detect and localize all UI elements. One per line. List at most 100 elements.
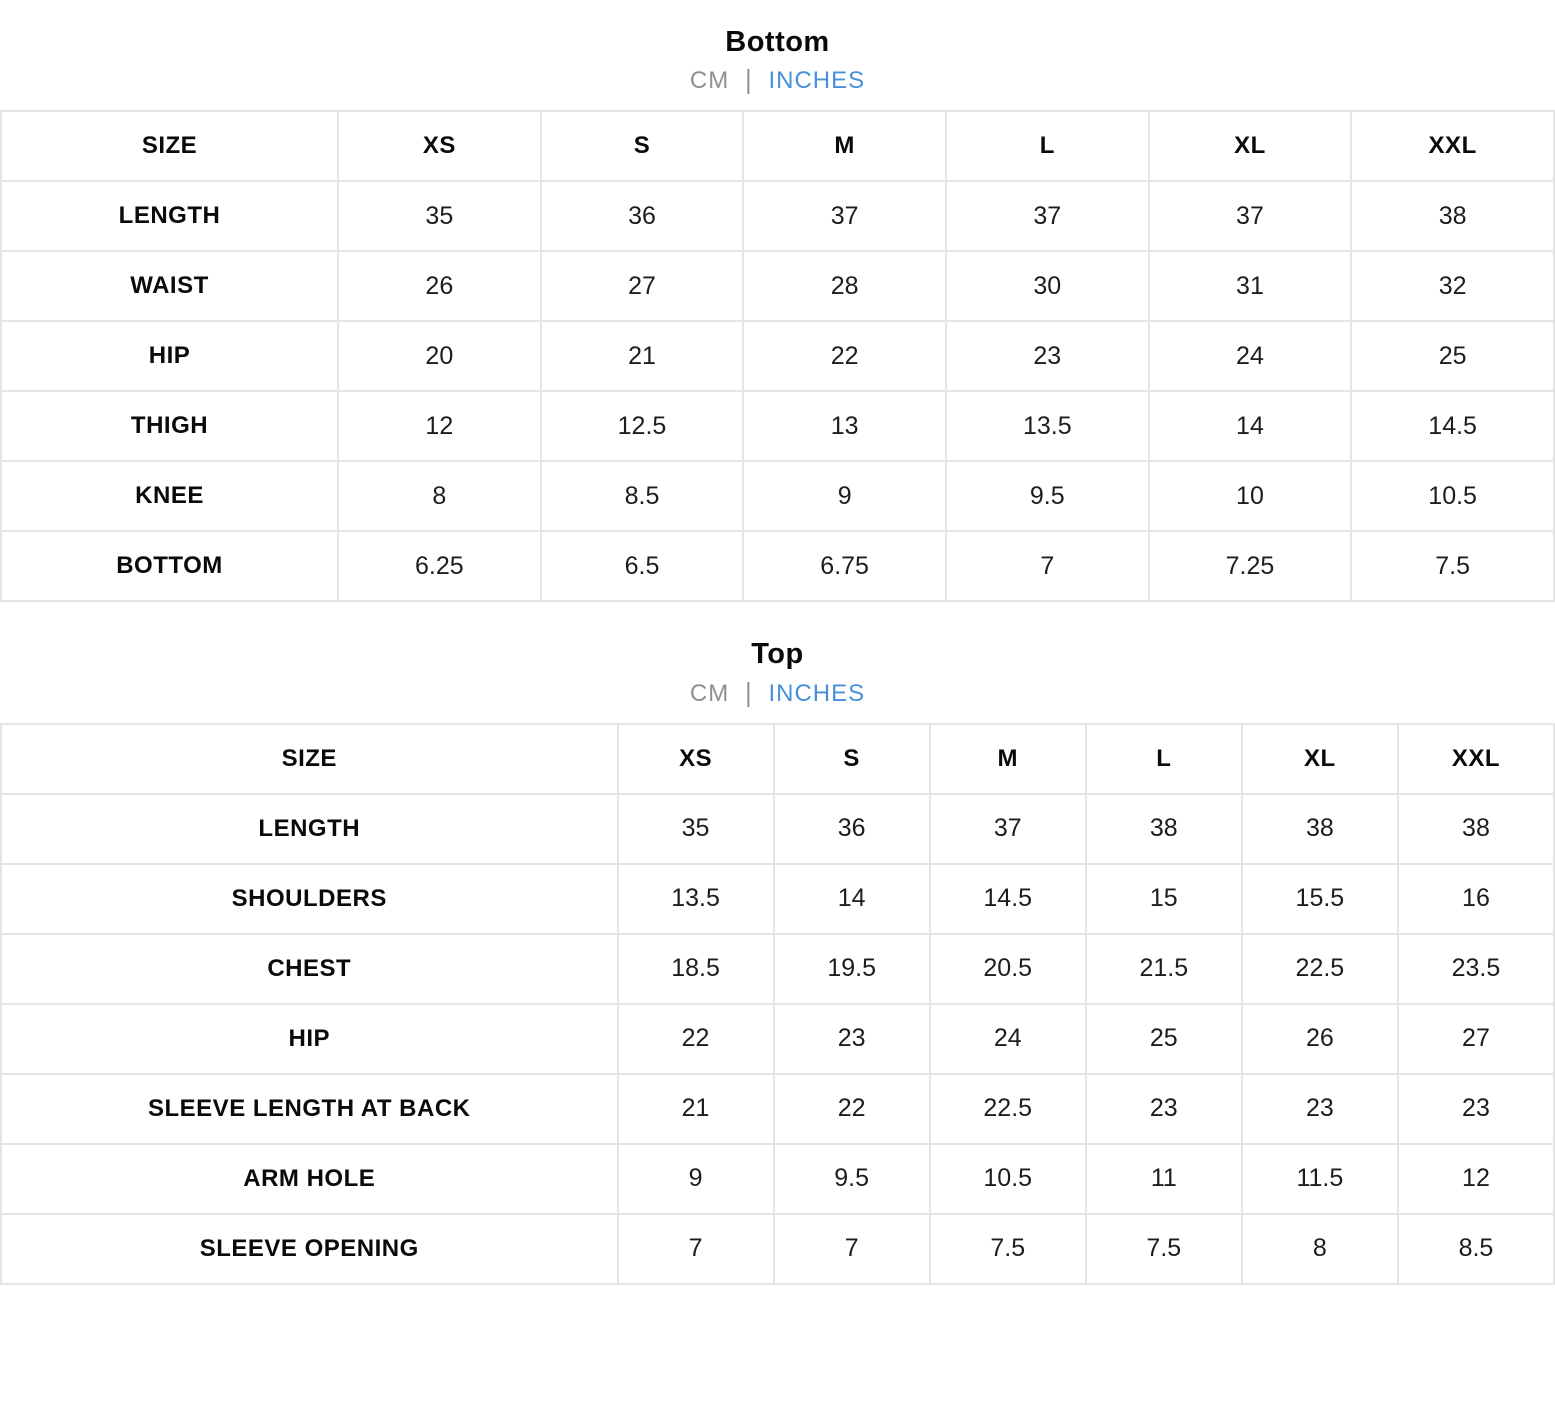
measurement-value: 7 xyxy=(616,1212,775,1285)
row-label: CHEST xyxy=(0,932,619,1005)
measurement-value: 22 xyxy=(742,320,947,393)
column-header-s: S xyxy=(539,110,745,183)
measurement-value: 7.5 xyxy=(1084,1212,1243,1285)
row-label: HIP xyxy=(0,1002,619,1075)
measurement-value: 19.5 xyxy=(772,932,931,1005)
measurement-value: 26 xyxy=(337,250,542,323)
size-header-cell: SIZE xyxy=(0,110,339,183)
measurement-value: 20.5 xyxy=(928,932,1087,1005)
measurement-value: 36 xyxy=(539,180,745,253)
table-row: HIP 22 23 24 25 26 27 xyxy=(0,1002,1555,1075)
column-header-xl: XL xyxy=(1147,110,1353,183)
measurement-value: 14 xyxy=(1147,390,1353,463)
table-row: LENGTH 35 36 37 37 37 38 xyxy=(0,180,1555,253)
table-row: BOTTOM 6.25 6.5 6.75 7 7.25 7.5 xyxy=(0,530,1555,603)
unit-inches-button[interactable]: INCHES xyxy=(768,679,866,707)
table-row: SHOULDERS 13.5 14 14.5 15 15.5 16 xyxy=(0,862,1555,935)
column-header-xxl: XXL xyxy=(1350,110,1555,183)
measurement-value: 14.5 xyxy=(928,862,1087,935)
measurement-value: 13.5 xyxy=(616,862,775,935)
column-header-s: S xyxy=(772,722,931,795)
measurement-value: 38 xyxy=(1240,792,1399,865)
measurement-value: 8.5 xyxy=(539,460,745,533)
measurement-value: 30 xyxy=(944,250,1150,323)
row-label: SHOULDERS xyxy=(0,862,619,935)
measurement-value: 21.5 xyxy=(1084,932,1243,1005)
measurement-value: 9 xyxy=(616,1142,775,1215)
unit-cm-button[interactable]: CM xyxy=(689,679,730,707)
measurement-value: 7.5 xyxy=(928,1212,1087,1285)
measurement-value: 8 xyxy=(1240,1212,1399,1285)
header-row: SIZE XS S M L XL XXL xyxy=(0,722,1555,795)
measurement-value: 7.25 xyxy=(1147,530,1353,603)
measurement-value: 26 xyxy=(1240,1002,1399,1075)
measurement-value: 8.5 xyxy=(1396,1212,1555,1285)
row-label: LENGTH xyxy=(0,180,339,253)
measurement-value: 6.75 xyxy=(742,530,947,603)
unit-toggle-divider: | xyxy=(745,678,753,708)
size-header-cell: SIZE xyxy=(0,722,619,795)
measurement-value: 38 xyxy=(1084,792,1243,865)
measurement-value: 21 xyxy=(539,320,745,393)
measurement-value: 23 xyxy=(1084,1072,1243,1145)
measurement-value: 22 xyxy=(616,1002,775,1075)
column-header-xl: XL xyxy=(1240,722,1399,795)
column-header-l: L xyxy=(1084,722,1243,795)
row-label: HIP xyxy=(0,320,339,393)
unit-inches-button[interactable]: INCHES xyxy=(768,67,866,95)
measurement-value: 38 xyxy=(1396,792,1555,865)
unit-toggle-top: CM | INCHES xyxy=(0,678,1555,709)
measurement-value: 11 xyxy=(1084,1142,1243,1215)
row-label: LENGTH xyxy=(0,792,619,865)
column-header-xs: XS xyxy=(337,110,542,183)
measurement-value: 31 xyxy=(1147,250,1353,323)
measurement-value: 24 xyxy=(928,1002,1087,1075)
measurement-value: 7 xyxy=(772,1212,931,1285)
measurement-value: 7.5 xyxy=(1350,530,1555,603)
measurement-value: 23.5 xyxy=(1396,932,1555,1005)
table-row: CHEST 18.5 19.5 20.5 21.5 22.5 23.5 xyxy=(0,932,1555,1005)
measurement-value: 22 xyxy=(772,1072,931,1145)
measurement-value: 8 xyxy=(337,460,542,533)
measurement-value: 14.5 xyxy=(1350,390,1555,463)
measurement-value: 23 xyxy=(772,1002,931,1075)
measurement-value: 14 xyxy=(772,862,931,935)
measurement-value: 20 xyxy=(337,320,542,393)
section-title-bottom: Bottom xyxy=(725,26,830,58)
measurement-value: 22.5 xyxy=(928,1072,1087,1145)
table-row: ARM HOLE 9 9.5 10.5 11 11.5 12 xyxy=(0,1142,1555,1215)
measurement-value: 21 xyxy=(616,1072,775,1145)
header-row: SIZE XS S M L XL XXL xyxy=(0,110,1555,183)
measurement-value: 12 xyxy=(1396,1142,1555,1215)
measurement-value: 15 xyxy=(1084,862,1243,935)
row-label: THIGH xyxy=(0,390,339,463)
measurement-value: 28 xyxy=(742,250,947,323)
measurement-value: 10.5 xyxy=(1350,460,1555,533)
measurement-value: 6.5 xyxy=(539,530,745,603)
measurement-value: 10 xyxy=(1147,460,1353,533)
measurement-value: 11.5 xyxy=(1240,1142,1399,1215)
measurement-value: 16 xyxy=(1396,862,1555,935)
measurement-value: 23 xyxy=(1396,1072,1555,1145)
table-row: LENGTH 35 36 37 38 38 38 xyxy=(0,792,1555,865)
measurement-value: 9 xyxy=(742,460,947,533)
measurement-value: 9.5 xyxy=(772,1142,931,1215)
measurement-value: 13 xyxy=(742,390,947,463)
measurement-value: 35 xyxy=(616,792,775,865)
measurement-value: 27 xyxy=(539,250,745,323)
column-header-xxl: XXL xyxy=(1396,722,1555,795)
row-label: SLEEVE LENGTH AT BACK xyxy=(0,1072,619,1145)
row-label: SLEEVE OPENING xyxy=(0,1212,619,1285)
measurement-value: 22.5 xyxy=(1240,932,1399,1005)
table-row: KNEE 8 8.5 9 9.5 10 10.5 xyxy=(0,460,1555,533)
bottom-size-chart-section: Bottom CM | INCHES SIZE XS S M L XL XXL LENGTH 3… xyxy=(0,26,1555,603)
measurement-value: 37 xyxy=(944,180,1150,253)
row-label: WAIST xyxy=(0,250,339,323)
bottom-size-table: SIZE XS S M L XL XXL LENGTH 35 36 37 37 37 38 WAIST 26 2… xyxy=(0,110,1555,603)
measurement-value: 23 xyxy=(1240,1072,1399,1145)
unit-cm-button[interactable]: CM xyxy=(689,67,730,95)
measurement-value: 12.5 xyxy=(539,390,745,463)
measurement-value: 9.5 xyxy=(944,460,1150,533)
column-header-m: M xyxy=(928,722,1087,795)
measurement-value: 37 xyxy=(1147,180,1353,253)
